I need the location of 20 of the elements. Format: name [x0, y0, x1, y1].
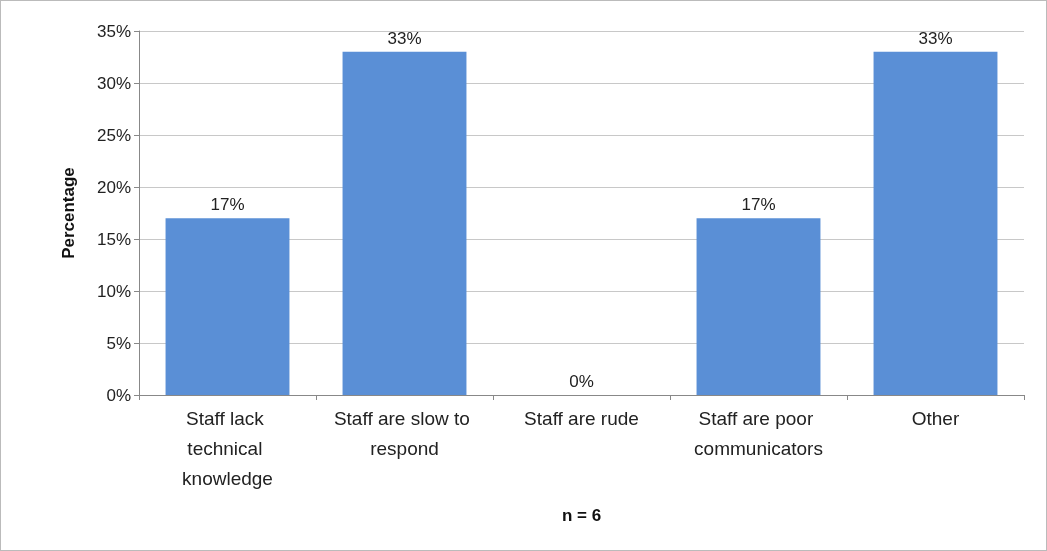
y-tick-label: 30%: [96, 73, 131, 93]
data-label: 0%: [569, 372, 594, 391]
y-tick-label: 20%: [96, 177, 131, 197]
y-tick-label: 25%: [96, 125, 131, 145]
data-label: 33%: [918, 28, 953, 48]
x-tick-label: Staff are poor communicators: [694, 407, 823, 459]
x-tick-label: Staff are rude: [524, 407, 639, 429]
data-label: 33%: [387, 28, 422, 48]
x-tick-label: Other: [911, 407, 960, 429]
y-tick-label: 35%: [96, 21, 131, 41]
y-axis-title: Percentage: [59, 167, 78, 259]
y-tick-label: 10%: [96, 281, 131, 301]
y-tick-label: 15%: [96, 229, 131, 249]
data-label: 17%: [741, 195, 776, 215]
y-tick-label: 0%: [106, 385, 131, 405]
y-tick-label: 5%: [106, 333, 131, 353]
x-axis-title: n = 6: [561, 506, 602, 525]
x-tick-label: Staff lack technical knowledge: [182, 407, 273, 489]
data-label: 17%: [210, 195, 245, 215]
x-tick-label: Staff are slow to respond: [333, 407, 476, 459]
